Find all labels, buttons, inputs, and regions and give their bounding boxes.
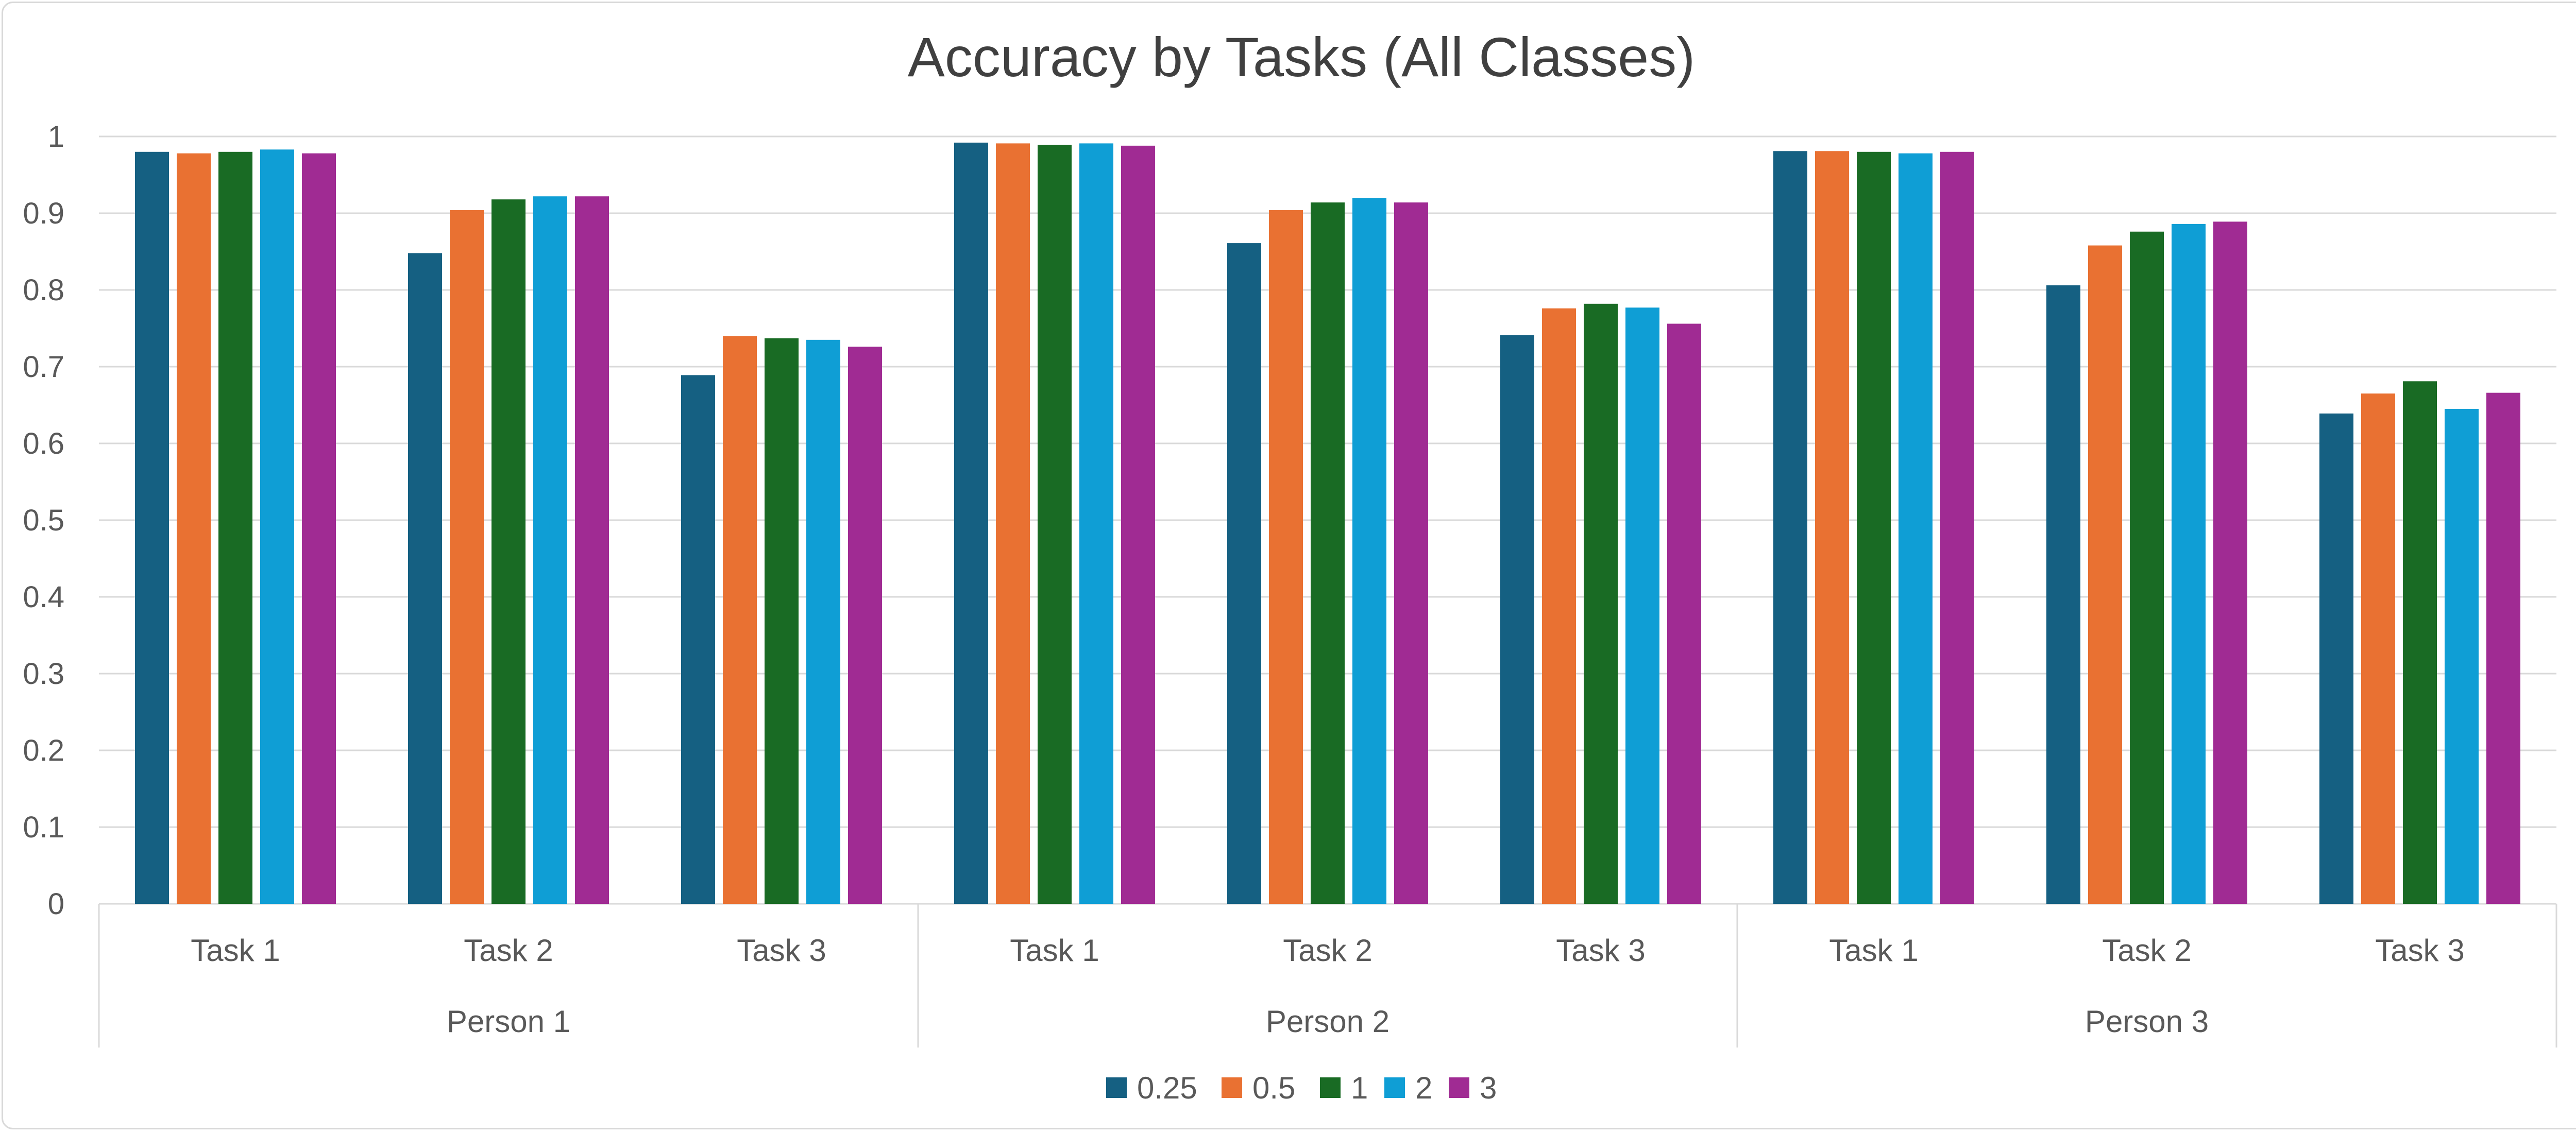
legend-label: 1: [1351, 1071, 1368, 1105]
x-category-label: Task 2: [2102, 933, 2191, 968]
bar: [1121, 145, 1155, 904]
x-category-label: Task 3: [737, 933, 826, 968]
x-group-label: Person 2: [1266, 1004, 1389, 1039]
bar: [1227, 243, 1261, 904]
y-tick-label: 0.8: [23, 273, 64, 307]
bar: [2213, 221, 2247, 904]
bar: [1311, 202, 1345, 904]
bar: [2361, 393, 2395, 904]
legend-swatch: [1449, 1077, 1469, 1098]
bar: [954, 142, 988, 904]
bar: [1352, 198, 1386, 904]
bar: [1815, 151, 1849, 904]
bar: [2486, 392, 2520, 904]
y-tick-label: 0.6: [23, 427, 64, 460]
y-tick-label: 0.3: [23, 657, 64, 691]
legend-swatch: [1320, 1077, 1341, 1098]
bar: [408, 253, 442, 904]
bar: [1773, 151, 1807, 904]
bar: [1584, 303, 1618, 904]
bar: [723, 336, 757, 904]
legend-label: 0.25: [1137, 1071, 1197, 1105]
bar: [1500, 335, 1534, 904]
bar: [2319, 413, 2353, 904]
legend-label: 2: [1415, 1071, 1432, 1105]
x-category-label: Task 1: [1010, 933, 1099, 968]
y-tick-label: 0.4: [23, 580, 64, 614]
bar: [1667, 323, 1701, 904]
bar: [1079, 143, 1113, 904]
bars: [135, 142, 2520, 904]
bar: [1625, 307, 1659, 904]
y-tick-label: 0.5: [23, 504, 64, 537]
bar: [2445, 408, 2479, 904]
bar: [1269, 210, 1303, 904]
bar: [2172, 224, 2206, 904]
y-tick-label: 0.9: [23, 197, 64, 230]
bar: [1038, 145, 1072, 904]
bar: [1394, 202, 1428, 904]
y-tick-label: 1: [48, 120, 64, 153]
y-tick-label: 0.1: [23, 811, 64, 844]
bar: [302, 153, 336, 904]
y-tick-label: 0.7: [23, 350, 64, 384]
bar: [2088, 245, 2122, 904]
bar: [2046, 285, 2080, 904]
x-group-label: Person 3: [2085, 1004, 2209, 1039]
legend-swatch: [1384, 1077, 1405, 1098]
bar: [681, 375, 715, 904]
bar: [260, 149, 294, 904]
y-axis-ticks: 0 0.1 0.2 0.3 0.4 0.5 0.6 0.7 0.8 0.9 1: [23, 120, 64, 921]
bar: [806, 339, 840, 904]
bar: [1857, 151, 1891, 904]
chart-title: Accuracy by Tasks (All Classes): [908, 26, 1695, 88]
x-group-label: Person 1: [447, 1004, 570, 1039]
bar: [533, 196, 567, 904]
bar: [1940, 151, 1974, 904]
bar: [1899, 153, 1933, 904]
x-category-label: Task 2: [464, 933, 553, 968]
x-category-label: Task 3: [2375, 933, 2464, 968]
bar: [996, 143, 1030, 904]
bar: [2130, 231, 2164, 904]
legend-label: 3: [1480, 1071, 1497, 1105]
bar: [575, 196, 609, 904]
bar: [1542, 308, 1576, 904]
x-category-label: Task 2: [1283, 933, 1372, 968]
bar: [492, 199, 526, 904]
x-category-label: Task 3: [1556, 933, 1645, 968]
bar: [848, 347, 882, 904]
bar: [135, 151, 169, 904]
legend: 0.25 0.5 1 2 3: [1106, 1071, 1497, 1105]
bar: [765, 338, 799, 904]
x-category-label: Task 1: [191, 933, 280, 968]
bar: [218, 151, 252, 904]
bar: [2403, 381, 2437, 904]
legend-swatch: [1106, 1077, 1127, 1098]
bar: [177, 153, 211, 904]
legend-swatch: [1222, 1077, 1242, 1098]
y-tick-label: 0: [48, 887, 64, 921]
legend-label: 0.5: [1252, 1071, 1295, 1105]
x-axis: Task 1 Task 2 Task 3 Person 1 Task 1 Task 2 Ta…: [98, 904, 2557, 1048]
x-category-label: Task 1: [1829, 933, 1918, 968]
y-tick-label: 0.2: [23, 734, 64, 767]
bar: [450, 210, 484, 904]
